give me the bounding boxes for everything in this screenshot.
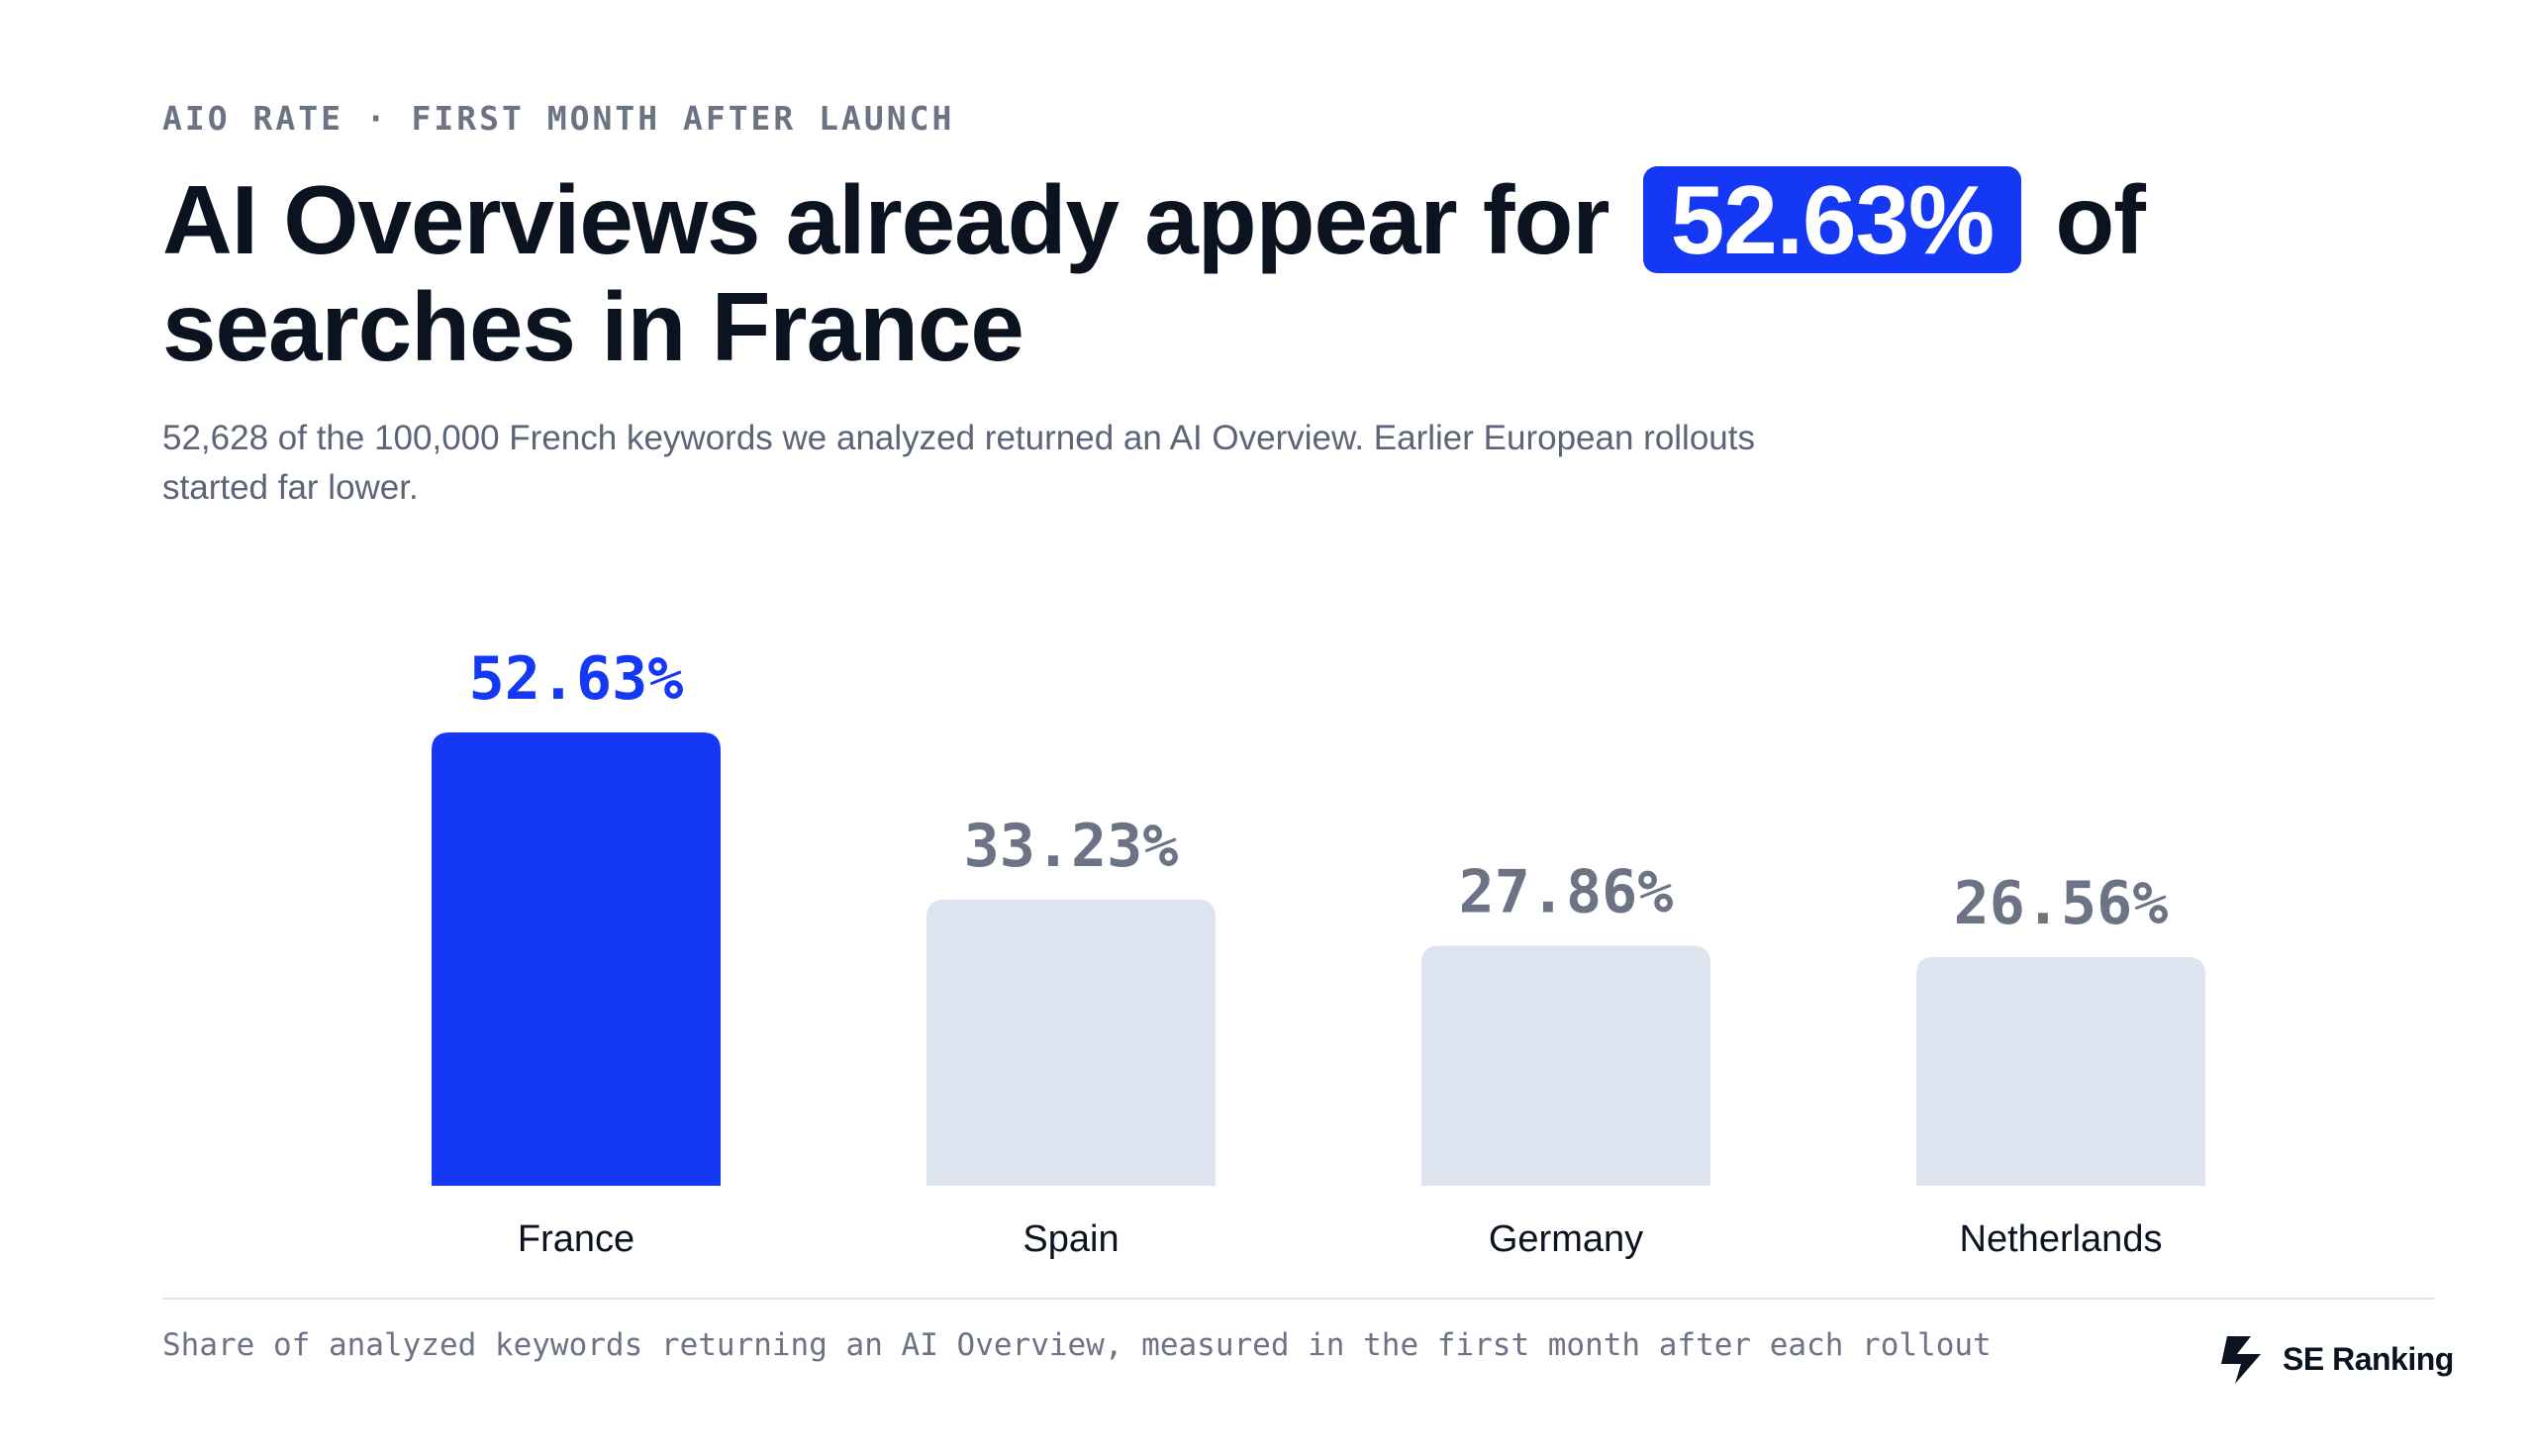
- category-label-germany: Germany: [1489, 1218, 1643, 1260]
- se-ranking-logo-icon: [2221, 1336, 2261, 1384]
- title-highlight-badge: 52.63%: [1642, 166, 2022, 273]
- value-label-germany: 27.86%: [1459, 858, 1674, 927]
- subtitle: 52,628 of the 100,000 French keywords we…: [162, 419, 1755, 507]
- footer-divider: [162, 1298, 2435, 1300]
- bar-netherlands: [1916, 956, 2205, 1186]
- eyebrow-label: AIO RATE · FIRST MONTH AFTER LAUNCH: [162, 99, 955, 138]
- category-label-spain: Spain: [1023, 1218, 1119, 1260]
- category-label-netherlands: Netherlands: [1960, 1218, 2163, 1260]
- brand-name: SE Ranking: [2283, 1340, 2454, 1377]
- page-title: AI Overviews already appear for 52.63% o…: [162, 166, 2439, 380]
- value-label-spain: 33.23%: [964, 812, 1179, 881]
- bar-france: [432, 732, 721, 1186]
- value-label-france: 52.63%: [469, 644, 684, 714]
- value-label-netherlands: 26.56%: [1954, 869, 2169, 938]
- title-text-end: of searches in France: [162, 165, 2146, 381]
- category-label-france: France: [518, 1218, 634, 1260]
- bar-germany: [1421, 945, 1710, 1186]
- chart-footnote: Share of analyzed keywords returning an …: [162, 1327, 1992, 1363]
- bar-chart: 52.63% France 33.23% Spain 27.86% Germany 26.5…: [432, 644, 2205, 1260]
- bar-spain: [926, 899, 1216, 1186]
- brand-logo: SE Ranking: [2217, 1332, 2454, 1386]
- title-text-start: AI Overviews already appear for: [162, 165, 1609, 274]
